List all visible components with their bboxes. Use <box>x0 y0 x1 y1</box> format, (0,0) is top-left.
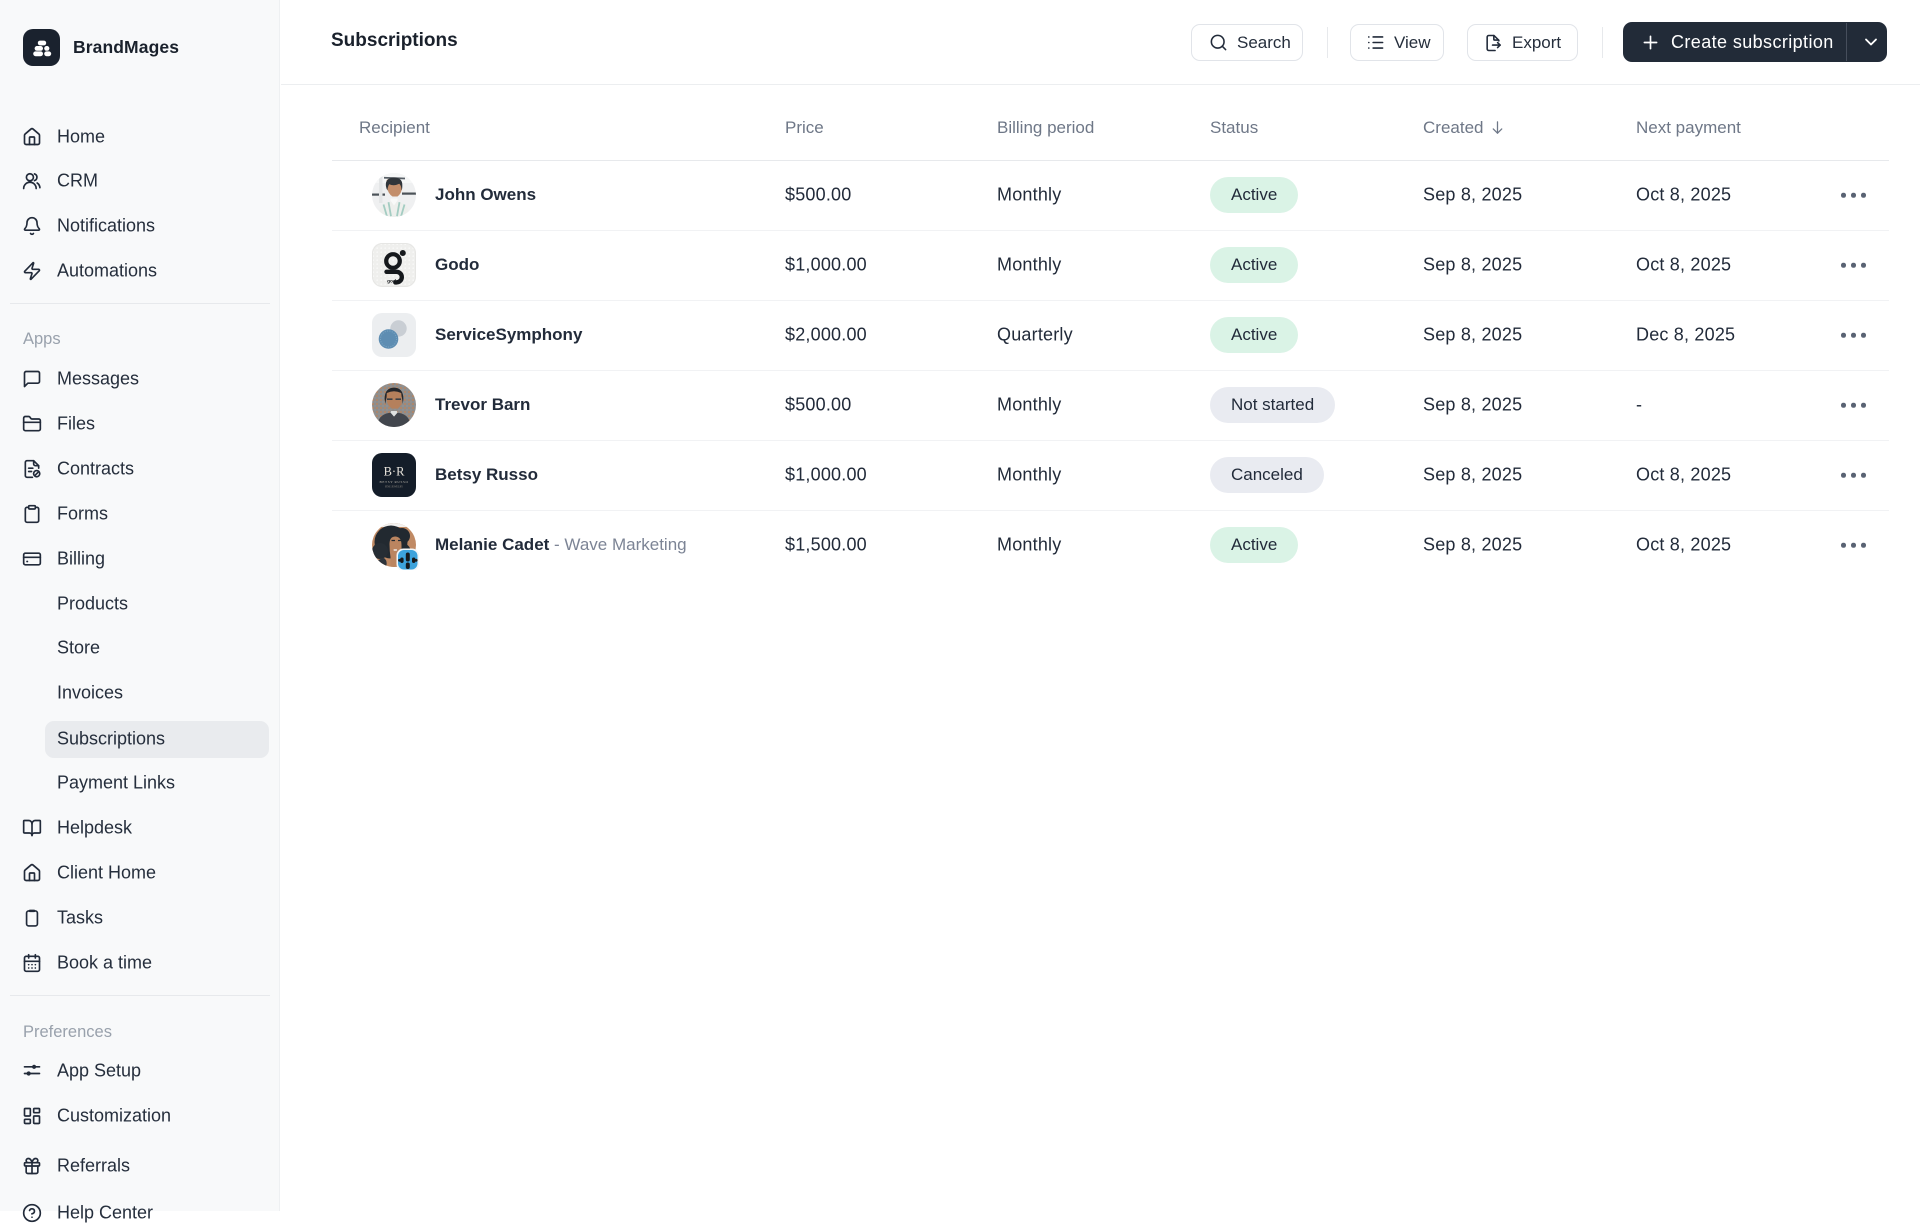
svg-text:godo: godo <box>387 278 399 284</box>
svg-text:B·R: B·R <box>384 465 406 479</box>
svg-text:FINE JEWELRY: FINE JEWELRY <box>385 486 403 489</box>
svg-text:BETSY RUSSO: BETSY RUSSO <box>380 480 409 484</box>
